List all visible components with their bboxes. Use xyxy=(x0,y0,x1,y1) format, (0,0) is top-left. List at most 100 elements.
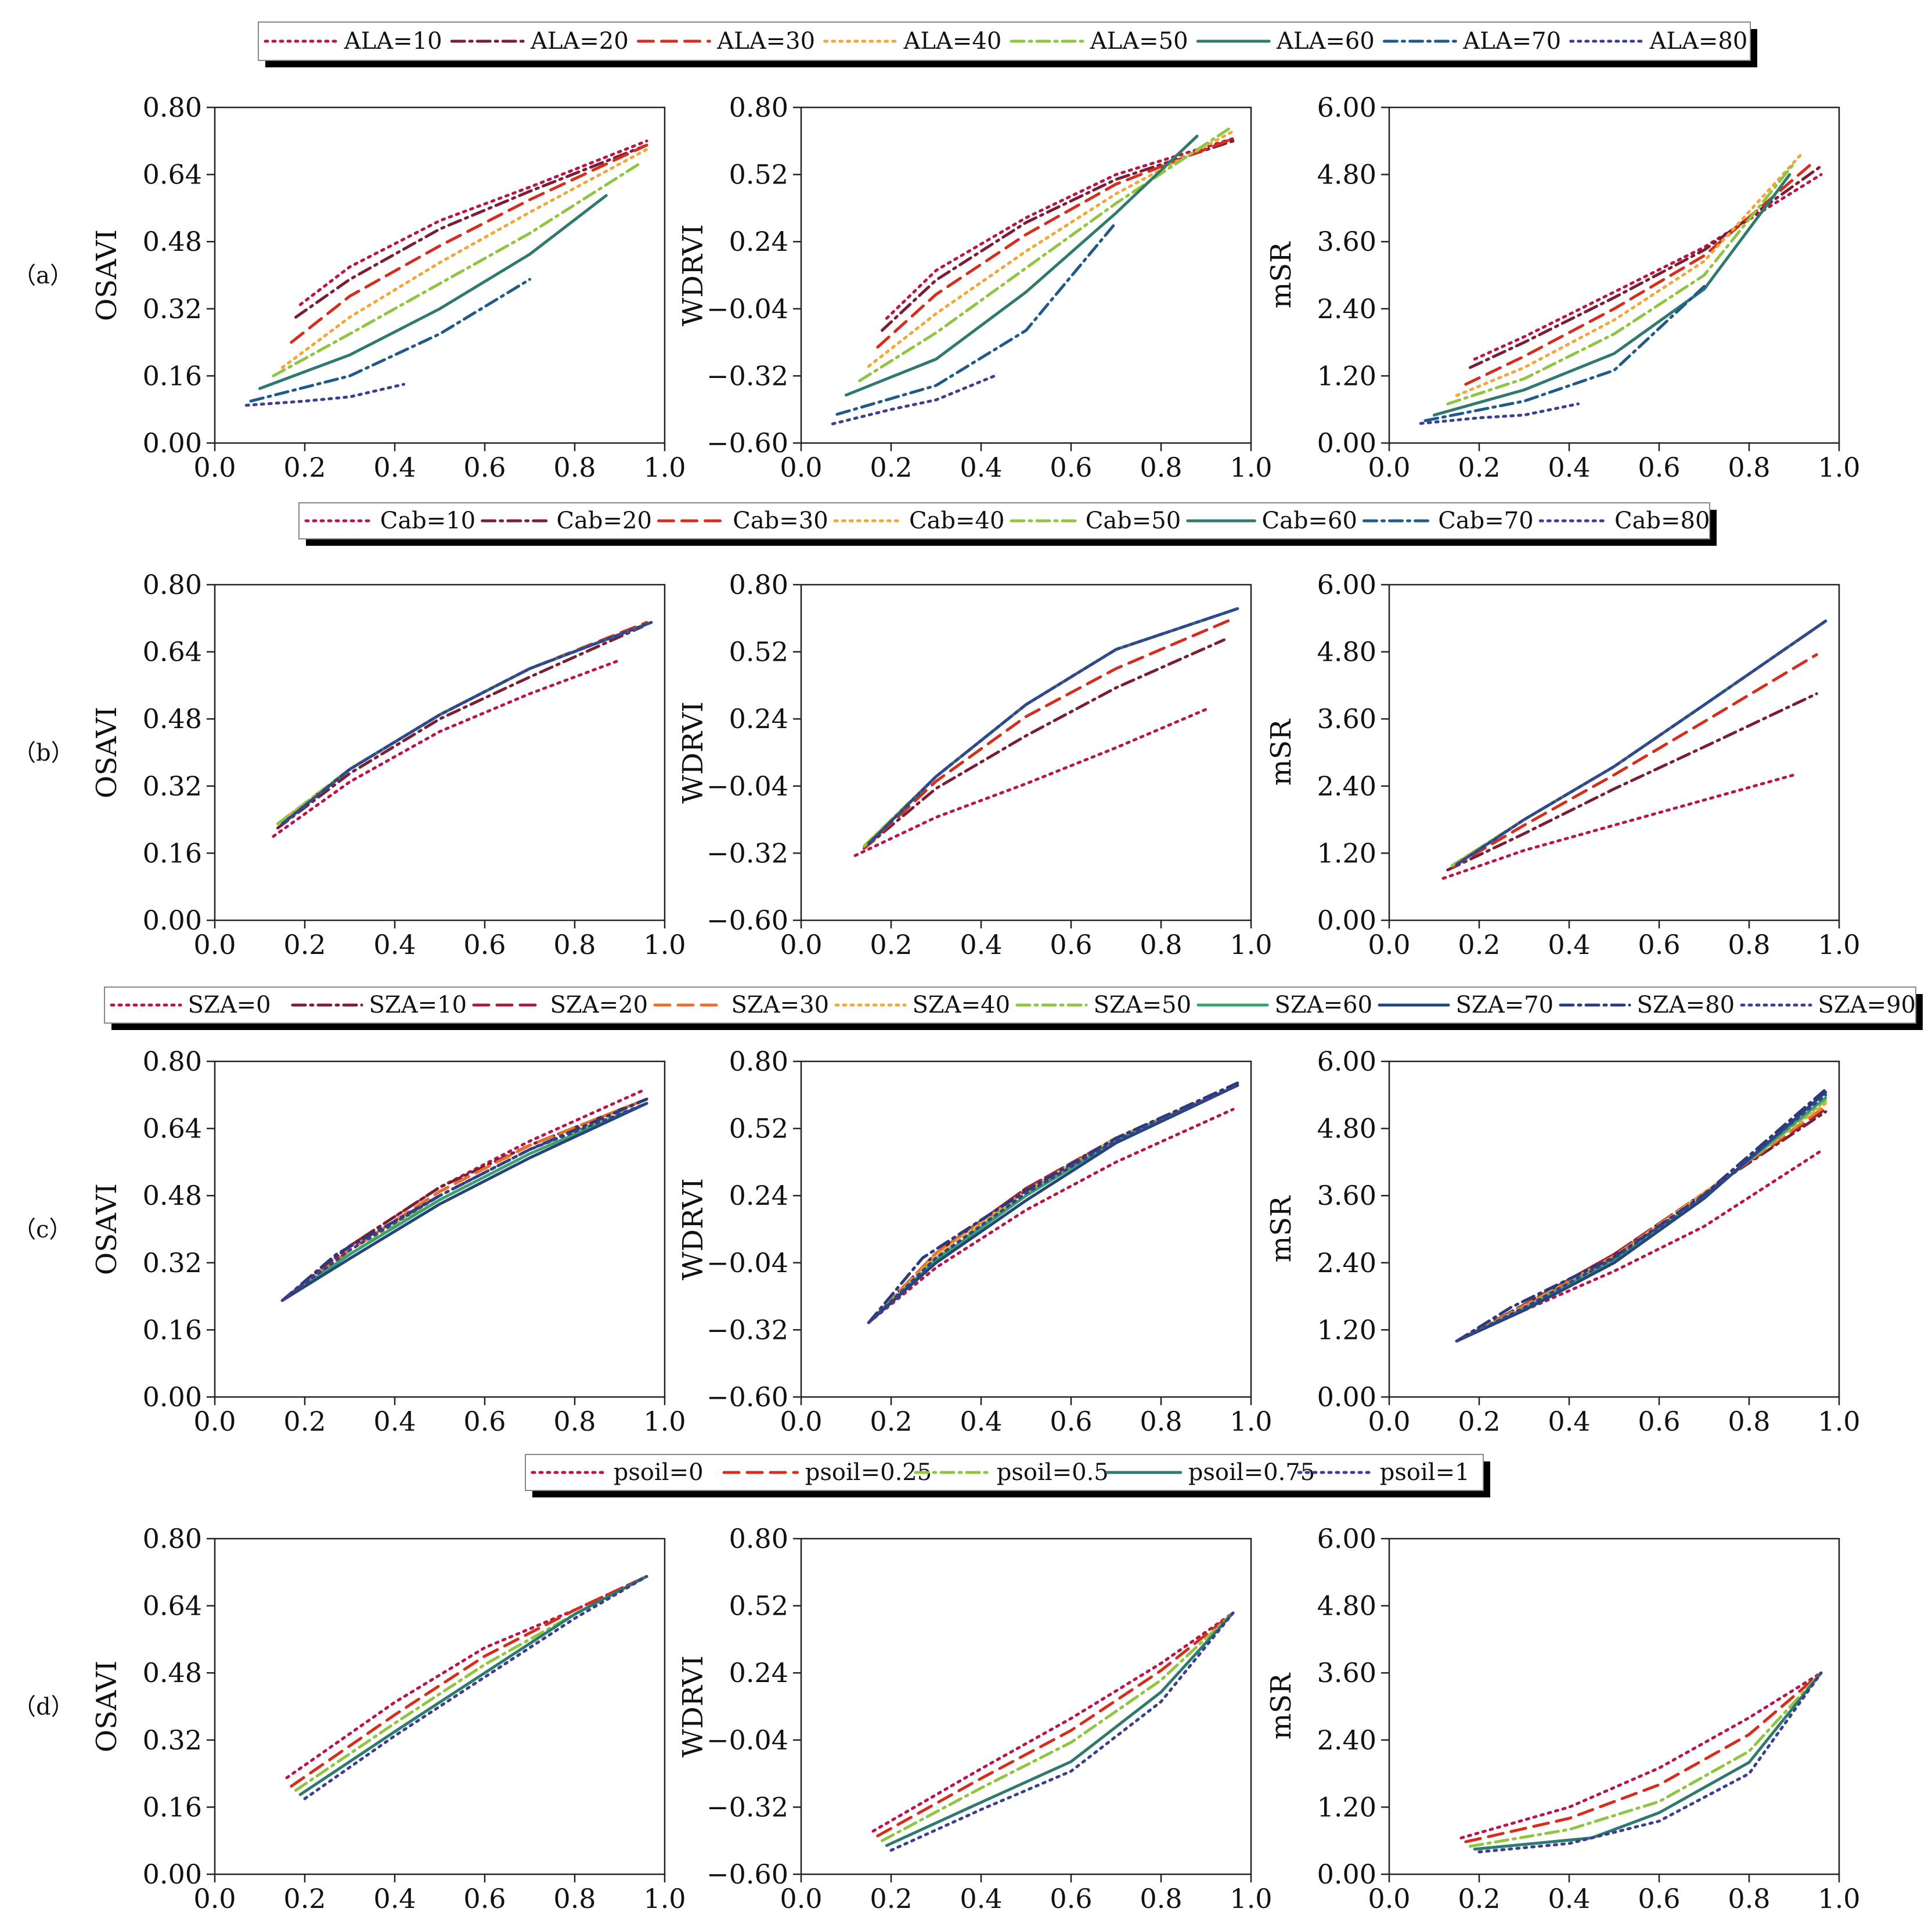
series-line xyxy=(276,625,644,830)
x-tick-label: 0.8 xyxy=(1728,452,1770,483)
x-tick-label: 0.4 xyxy=(373,1406,416,1437)
x-tick-label: 0.0 xyxy=(780,452,822,483)
y-tick-label: 1.20 xyxy=(1317,1791,1376,1823)
legend-label: SZA=30 xyxy=(731,992,830,1018)
x-tick-label: 0.8 xyxy=(1140,1883,1182,1914)
x-tick-label: 0.8 xyxy=(1140,1406,1182,1437)
x-tick-label: 1.0 xyxy=(1818,1883,1860,1914)
panel-1-1: 0.0 0.2 0.4 0.6 0.8 1.0 −0.60 −0.32 −0.04 0.24 0.5… xyxy=(677,569,1273,960)
y-tick-label: 0.80 xyxy=(143,1523,202,1554)
y-tick-label: 0.32 xyxy=(143,770,202,802)
panel-3-0: 0.0 0.2 0.4 0.6 0.8 1.0 0.00 0.16 0.32 0.48 0.64 0.… xyxy=(91,1523,686,1914)
y-tick-label: −0.04 xyxy=(707,770,788,802)
series-line xyxy=(1469,1671,1823,1848)
y-tick-label: 0.00 xyxy=(143,905,202,936)
plot-frame xyxy=(1388,1060,1840,1398)
y-tick-label: −0.60 xyxy=(707,1381,788,1413)
legend-label: SZA=10 xyxy=(369,992,467,1018)
y-tick-label: 6.00 xyxy=(1317,569,1376,600)
legend-label: SZA=60 xyxy=(1275,992,1373,1018)
x-tick-label: 0.2 xyxy=(870,1406,912,1437)
series-line xyxy=(290,1575,648,1788)
series-line xyxy=(280,621,653,826)
y-tick-label: 0.00 xyxy=(1317,1381,1376,1413)
x-tick-label: 1.0 xyxy=(1818,929,1860,960)
plot-frame xyxy=(1388,1537,1840,1875)
plot-frame xyxy=(214,1537,666,1875)
y-tick-label: 0.48 xyxy=(143,1180,202,1211)
series-line xyxy=(272,160,644,377)
legend-label: Cab=80 xyxy=(1614,507,1710,534)
y-axis-label: OSAVI xyxy=(91,707,123,798)
y-tick-label: −0.32 xyxy=(707,1314,788,1345)
series-line xyxy=(272,658,621,838)
legend-label: Cab=40 xyxy=(909,507,1004,534)
y-tick-label: 6.00 xyxy=(1317,1523,1376,1554)
y-tick-label: 0.52 xyxy=(729,159,788,190)
y-tick-label: 0.52 xyxy=(729,1590,788,1622)
legend-label: psoil=1 xyxy=(1380,1459,1470,1486)
x-tick-label: 0.0 xyxy=(193,1406,236,1437)
x-tick-label: 1.0 xyxy=(643,1883,686,1914)
legend-label: ALA=60 xyxy=(1276,28,1375,55)
legend-label: SZA=70 xyxy=(1456,992,1554,1018)
x-tick-label: 0.8 xyxy=(553,452,596,483)
panel-3-1: 0.0 0.2 0.4 0.6 0.8 1.0 −0.60 −0.32 −0.04 0.24 0.5… xyxy=(677,1523,1273,1914)
panel-0-2: 0.0 0.2 0.4 0.6 0.8 1.0 0.00 1.20 2.40 3.60 4.80 6.… xyxy=(1265,92,1861,483)
x-tick-label: 0.8 xyxy=(1140,929,1182,960)
x-tick-label: 0.6 xyxy=(1638,1406,1680,1437)
y-tick-label: 0.80 xyxy=(143,569,202,600)
x-tick-label: 1.0 xyxy=(1818,452,1860,483)
x-tick-label: 0.4 xyxy=(960,1883,1002,1914)
y-tick-label: 0.48 xyxy=(143,226,202,257)
y-tick-label: 1.20 xyxy=(1317,1314,1376,1345)
row-label: （d） xyxy=(13,1694,74,1720)
y-tick-label: 0.00 xyxy=(143,427,202,459)
y-tick-label: −0.04 xyxy=(707,1247,788,1279)
y-axis-label: WDRVI xyxy=(677,701,709,804)
series-line xyxy=(244,383,405,407)
series-line xyxy=(1469,164,1823,369)
legend-label: psoil=0.25 xyxy=(805,1459,932,1486)
series-line xyxy=(1433,173,1792,417)
x-tick-label: 0.2 xyxy=(1458,929,1500,960)
x-tick-label: 0.6 xyxy=(1638,452,1680,483)
legend-row-3: psoil=0 psoil=0.25 psoil=0.5 psoil=0.75 psoi… xyxy=(525,1454,1490,1497)
x-tick-label: 0.2 xyxy=(1458,452,1500,483)
x-tick-label: 0.4 xyxy=(1548,1883,1590,1914)
x-tick-label: 0.8 xyxy=(1728,929,1770,960)
legend-label: ALA=30 xyxy=(716,28,815,55)
row-label: （b） xyxy=(13,740,74,766)
y-tick-label: 0.24 xyxy=(729,1657,788,1688)
series-line xyxy=(889,1611,1235,1852)
x-tick-label: 0.8 xyxy=(1728,1883,1770,1914)
x-tick-label: 0.6 xyxy=(463,1883,506,1914)
panel-2-1: 0.0 0.2 0.4 0.6 0.8 1.0 −0.60 −0.32 −0.04 0.24 0.5… xyxy=(677,1046,1273,1437)
x-tick-label: 0.2 xyxy=(283,1406,326,1437)
y-tick-label: 0.16 xyxy=(143,1314,202,1345)
series-line xyxy=(1455,1149,1823,1343)
y-tick-label: 0.80 xyxy=(729,92,788,123)
y-tick-label: 0.48 xyxy=(143,1657,202,1688)
y-tick-label: 6.00 xyxy=(1317,92,1376,123)
y-tick-label: 0.64 xyxy=(143,636,202,668)
series-line xyxy=(1464,161,1814,386)
x-tick-label: 0.2 xyxy=(870,1883,912,1914)
legend-label: SZA=80 xyxy=(1637,992,1735,1018)
y-tick-label: 0.64 xyxy=(143,1590,202,1622)
y-tick-label: 4.80 xyxy=(1317,1590,1376,1622)
series-line xyxy=(863,619,1230,850)
series-line xyxy=(280,1101,648,1302)
x-tick-label: 0.4 xyxy=(1548,929,1590,960)
x-tick-label: 0.0 xyxy=(1368,452,1410,483)
y-tick-label: −0.04 xyxy=(707,1724,788,1756)
legend-label: ALA=40 xyxy=(903,28,1002,55)
x-tick-label: 0.4 xyxy=(1548,1406,1590,1437)
y-tick-label: 0.48 xyxy=(143,703,202,734)
y-tick-label: 3.60 xyxy=(1317,1657,1376,1688)
y-tick-label: 4.80 xyxy=(1317,636,1376,668)
series-line xyxy=(1455,150,1805,397)
legend-label: ALA=20 xyxy=(530,28,629,55)
series-line xyxy=(876,1611,1235,1838)
y-axis-label: mSR xyxy=(1265,1672,1297,1740)
